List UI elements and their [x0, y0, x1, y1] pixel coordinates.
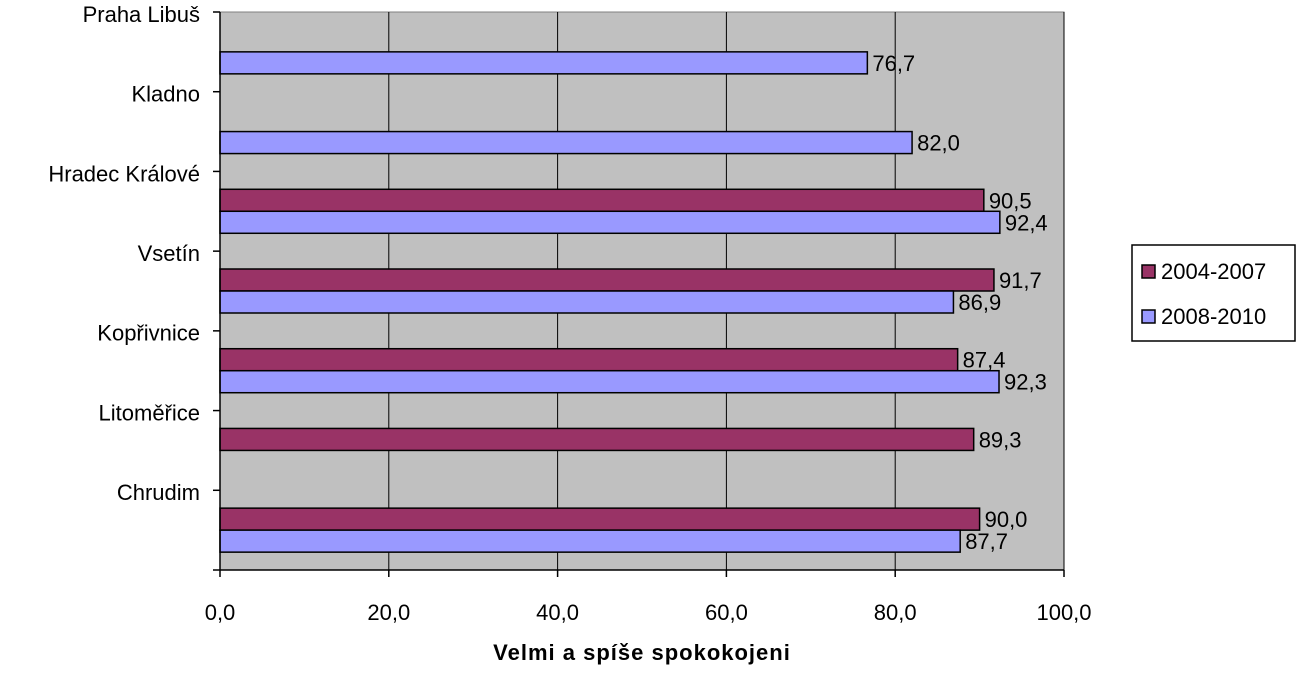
- bar-2008-2010: [219, 529, 961, 553]
- data-label: 92,3: [1004, 370, 1047, 395]
- data-label: 82,0: [917, 131, 960, 156]
- bar-2004-2007: [219, 268, 995, 292]
- bar-2008-2010: [219, 130, 913, 155]
- legend-swatch-2008-2010: [1141, 309, 1156, 324]
- x-axis-title: Velmi a spíše spokokojeni: [493, 640, 791, 665]
- x-tick-label: 60,0: [705, 600, 748, 625]
- legend-label-2008-2010: 2008-2010: [1161, 304, 1266, 329]
- data-label: 92,4: [1005, 210, 1048, 235]
- category-label: Vsetín: [138, 241, 200, 266]
- x-tick-label: 0,0: [205, 600, 236, 625]
- data-label: 76,7: [872, 51, 915, 76]
- bar-2004-2007: [219, 188, 985, 213]
- x-tick-label: 20,0: [367, 600, 410, 625]
- x-tick-labels: 0,0 20,0 40,0 60,0 80,0 100,0: [205, 600, 1092, 625]
- x-tick-label: 80,0: [874, 600, 917, 625]
- legend: 2004-2007 2008-2010: [1131, 244, 1296, 342]
- x-tick-label: 100,0: [1036, 600, 1091, 625]
- legend-swatch-2004-2007: [1141, 264, 1156, 279]
- bar-2008-2010: [219, 210, 1001, 235]
- bars: [219, 51, 1001, 553]
- data-label: 87,7: [965, 529, 1008, 554]
- legend-label-2004-2007: 2004-2007: [1161, 259, 1266, 284]
- legend-box: [1131, 244, 1296, 342]
- data-label: 86,9: [958, 290, 1001, 315]
- bar-2004-2007: [219, 507, 981, 531]
- bar-2004-2007: [219, 427, 975, 452]
- axes: [213, 11, 1065, 577]
- category-label: Litoměřice: [99, 400, 200, 425]
- category-label: Chrudim: [117, 480, 200, 505]
- data-label: 89,3: [979, 427, 1022, 452]
- bar-2008-2010: [219, 51, 869, 75]
- x-tick-label: 40,0: [536, 600, 579, 625]
- data-label: 91,7: [999, 268, 1042, 293]
- data-labels: 76,7 82,0 90,592,4 91,786,9 87,492,3 89,3 90,0…: [872, 51, 1047, 554]
- category-label: Kladno: [131, 82, 200, 107]
- data-label: 90,5: [989, 188, 1032, 213]
- category-label: Hradec Králové: [48, 161, 200, 186]
- category-label: Praha Libuš: [83, 2, 200, 27]
- bar-2008-2010: [219, 369, 1000, 394]
- bar-2008-2010: [219, 290, 955, 314]
- category-label: Kopřivnice: [97, 321, 200, 346]
- bar-2004-2007: [219, 347, 959, 372]
- category-labels: Praha Libuš Kladno Hradec Králové Vsetín Kop…: [48, 2, 200, 505]
- data-label: 90,0: [985, 507, 1028, 532]
- data-label: 87,4: [963, 348, 1006, 373]
